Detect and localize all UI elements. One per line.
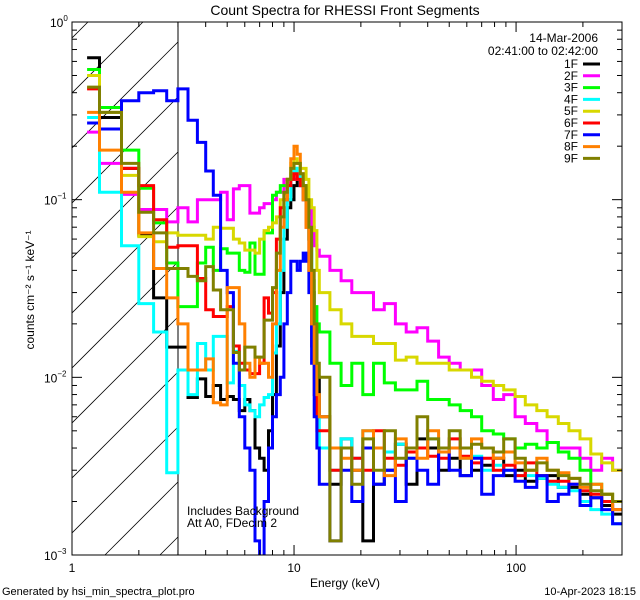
- x-tick-label: 10: [287, 561, 301, 575]
- legend-label-4F: 4F: [564, 92, 578, 106]
- legend-label-8F: 8F: [564, 140, 578, 154]
- hatch-line: [71, 21, 144, 94]
- legend-label-7F: 7F: [564, 128, 578, 142]
- hatch-line: [71, 316, 179, 424]
- legend-label-9F: 9F: [564, 151, 578, 165]
- footer-generated-by: Generated by hsi_min_spectra_plot.pro: [2, 586, 195, 598]
- annotation-attenuator: Att A0, FDecim 2: [187, 516, 277, 530]
- x-tick-label: 100: [506, 561, 526, 575]
- chart-title: Count Spectra for RHESSI Front Segments: [210, 2, 479, 18]
- series-group: [87, 56, 622, 555]
- series-2F: [87, 130, 622, 472]
- hatch-line: [71, 206, 179, 314]
- legend-label-1F: 1F: [564, 57, 578, 71]
- hatch-line: [71, 151, 179, 259]
- legend-label-6F: 6F: [564, 116, 578, 130]
- series-9F: [87, 85, 622, 543]
- x-axis-label: Energy (keV): [310, 576, 380, 590]
- axis-ticks: [71, 21, 623, 556]
- y-tick-label: 100: [50, 14, 68, 30]
- y-tick-label: 10−2: [44, 369, 67, 385]
- hatch-line: [71, 21, 89, 39]
- series-7F: [87, 87, 622, 555]
- footer-timestamp: 10-Apr-2023 18:15: [544, 586, 636, 598]
- hatch-line: [71, 371, 179, 479]
- hatch-line: [71, 41, 179, 149]
- legend-label-5F: 5F: [564, 104, 578, 118]
- hatch-line: [104, 481, 179, 556]
- axis-tick-labels: 1 10 100 100 10−1 10−2 10−3: [44, 14, 526, 575]
- legend-date: 14-Mar-2006: [529, 31, 598, 45]
- x-tick-label: 1: [69, 561, 76, 575]
- annotation-background: Includes Background: [187, 504, 299, 518]
- y-tick-label: 10−1: [44, 192, 67, 208]
- legend-label-3F: 3F: [564, 81, 578, 95]
- hatch-line: [71, 426, 179, 534]
- legend-time-range: 02:41:00 to 02:42:00: [488, 44, 598, 58]
- excluded-region-hatch: [71, 21, 179, 556]
- y-axis-label: counts cm⁻² s⁻¹ keV⁻¹: [23, 230, 37, 349]
- legend-label-2F: 2F: [564, 69, 578, 83]
- hatch-line: [71, 261, 179, 369]
- y-tick-label: 10−3: [44, 547, 67, 563]
- hatch-line: [159, 536, 179, 556]
- plot-frame: [71, 21, 623, 556]
